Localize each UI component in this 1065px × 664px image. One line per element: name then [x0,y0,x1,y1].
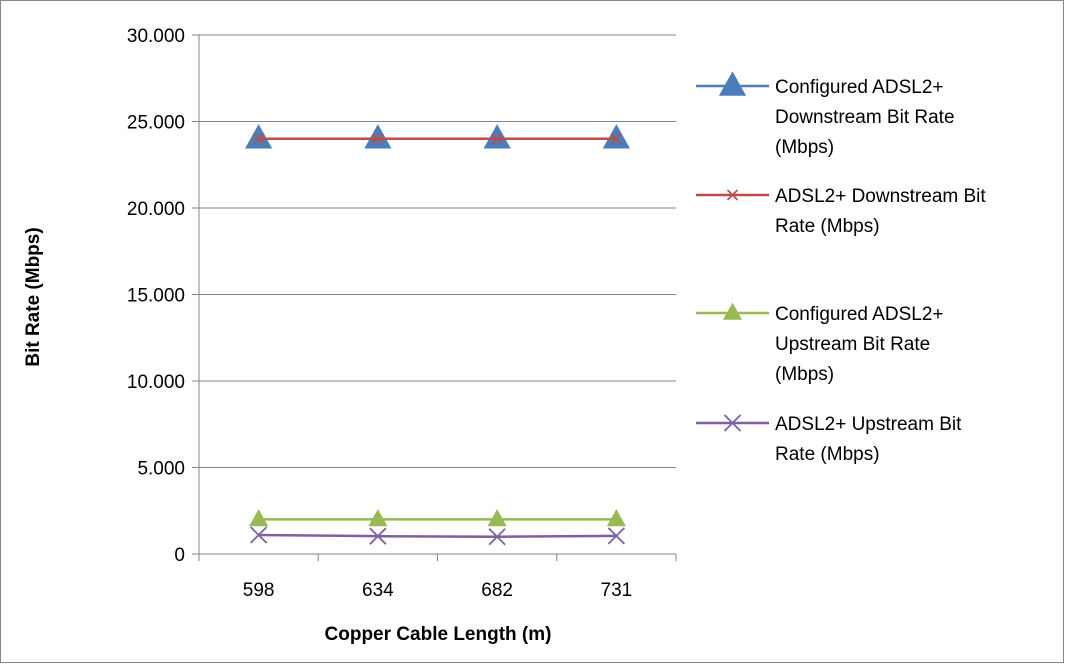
data-point [368,509,388,527]
legend-marker [722,302,743,320]
x-axis-title: Copper Cable Length (m) [325,624,552,645]
legend-label: Rate (Mbps) [775,216,880,237]
data-point [249,526,268,544]
data-point [364,124,392,149]
legend-label: Rate (Mbps) [775,444,880,465]
marker-stroke [488,528,506,546]
legend-label: Configured ADSL2+ [775,304,943,325]
x-tick-label: 634 [362,580,394,601]
y-tick-labels: 0 5.000 10.000 15.000 20.000 25.000 30.000 [127,26,185,566]
x-tick-label: 598 [243,580,275,601]
y-tick-label: 30.000 [127,26,185,47]
y-tick-label: 10.000 [127,372,185,393]
x-tick-label: 731 [601,580,633,601]
y-tick-label: 20.000 [127,199,185,220]
legend-marker [723,414,742,432]
marker-stroke [723,414,742,432]
legend-marker [726,189,739,201]
y-tick-label: 0 [174,545,185,566]
marker-stroke [491,133,503,145]
marker-stroke [253,133,265,145]
gridlines [199,34,676,468]
data-point [606,509,626,527]
data-point [249,509,269,527]
y-tick-label: 25.000 [127,113,185,134]
marker-stroke [726,189,739,201]
series [245,124,630,546]
legend: Configured ADSL2+ Downstream Bit Rate (Mbp… [696,71,986,465]
marker-stroke [607,527,626,545]
data-point [369,527,387,545]
legend-label: (Mbps) [775,137,834,158]
marker-stroke [610,133,622,145]
legend-entry-1: Configured ADSL2+ Downstream Bit Rate (Mbp… [696,71,955,158]
marker-stroke [369,527,387,545]
legend-label: Upstream Bit Rate [775,334,930,355]
legend-label: Configured ADSL2+ [775,77,943,98]
x-tick-label: 682 [481,580,513,601]
axes [192,34,677,561]
y-tick-label: 5.000 [137,459,185,480]
series-3 [249,509,626,527]
data-point [487,509,507,527]
data-point [491,133,503,145]
legend-label: Downstream Bit Rate [775,107,955,128]
y-axis-title: Bit Rate (Mbps) [23,227,44,366]
legend-entry-2: ADSL2+ Downstream Bit Rate (Mbps) [696,186,986,237]
data-point [610,133,622,145]
legend-entry-4: ADSL2+ Upstream Bit Rate (Mbps) [696,414,962,465]
legend-label: (Mbps) [775,364,834,385]
data-point [602,124,630,149]
series-2 [253,133,622,145]
data-point [245,124,273,149]
marker-stroke [372,133,384,145]
legend-label: ADSL2+ Downstream Bit [775,186,986,207]
data-point [253,133,265,145]
y-tick-label: 15.000 [127,286,185,307]
marker-stroke [249,526,268,544]
legend-entry-3: Configured ADSL2+ Upstream Bit Rate (Mbps) [696,302,943,385]
data-point [607,527,626,545]
data-point [372,133,384,145]
legend-label: ADSL2+ Upstream Bit [775,414,962,435]
data-point [488,528,506,546]
legend-marker [718,71,747,96]
data-point [483,124,511,149]
series-4 [249,526,626,546]
x-tick-labels: 598 634 682 731 [243,580,632,601]
series-line [258,533,617,538]
